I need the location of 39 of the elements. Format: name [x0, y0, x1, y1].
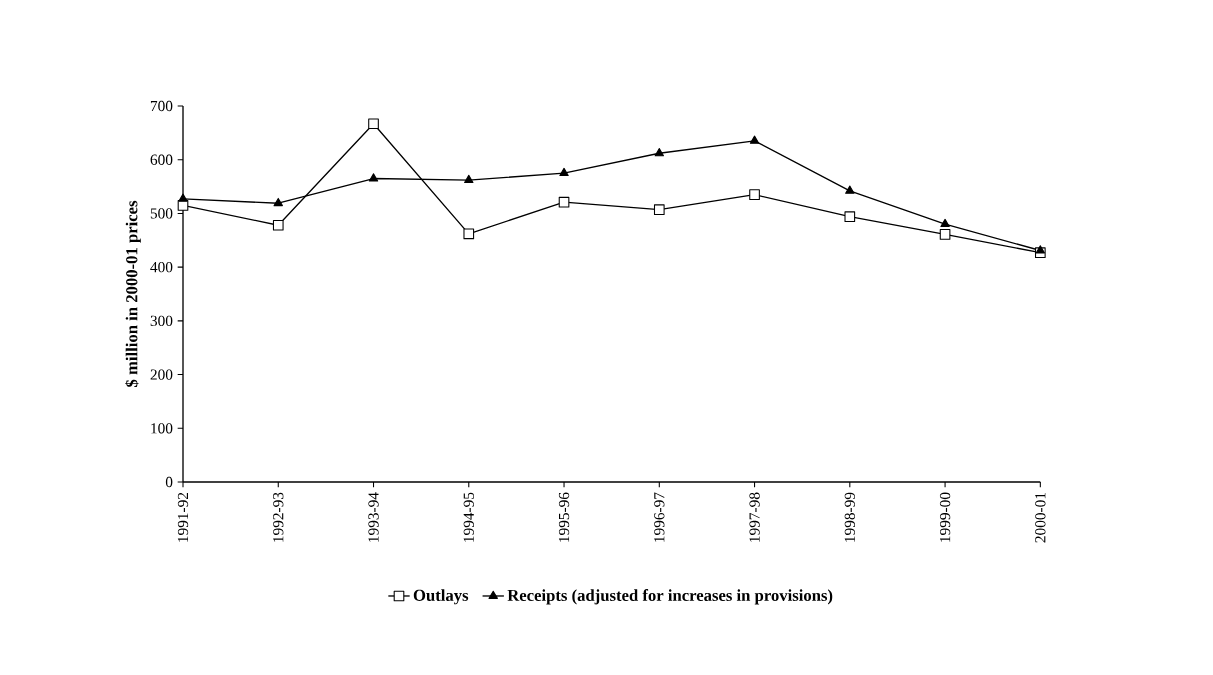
x-tick-label: 1994-95	[463, 492, 474, 542]
x-tick-label: 1991-92	[177, 492, 189, 542]
point	[272, 219, 284, 231]
point	[558, 196, 570, 208]
x-tick-label: 1999-00	[939, 492, 951, 542]
point	[178, 193, 188, 202]
x-tick-label: 1998-99	[844, 492, 855, 542]
point	[1035, 245, 1046, 254]
y-tick-label: 200	[150, 369, 173, 380]
x-tick-label: 1993-94	[368, 492, 379, 542]
point	[940, 218, 950, 228]
y-tick-label: 400	[150, 261, 173, 273]
legend-label: Outlays	[413, 589, 469, 605]
y-tick-label: 700	[150, 100, 173, 112]
point	[368, 173, 379, 182]
x-tick-label: 1996-97	[654, 492, 665, 542]
point	[749, 189, 760, 200]
y-tick-label: 0	[165, 476, 173, 488]
legend-label: Receipts (adjusted for increases in provisions)	[507, 589, 833, 605]
point	[653, 204, 665, 216]
point	[559, 167, 569, 177]
y-tick-label: 100	[151, 423, 173, 434]
x-tick-label: 2000-01	[1035, 492, 1046, 543]
point	[749, 135, 760, 144]
point	[368, 118, 379, 130]
point	[464, 174, 474, 184]
point	[463, 228, 475, 240]
y-tick-label: 300	[150, 315, 173, 327]
x-tick-label: 1995-96	[558, 492, 570, 542]
y-axis-title: $ million in 2000-01 prices	[125, 200, 141, 387]
point	[939, 229, 951, 240]
y-tick-label: 600	[150, 154, 173, 165]
point	[273, 197, 283, 207]
x-tick-label: 1997-98	[749, 492, 760, 542]
x-tick-label: 1992-93	[273, 492, 284, 542]
point	[654, 147, 664, 157]
point	[845, 185, 855, 194]
y-tick-label: 500	[150, 208, 173, 219]
point	[844, 211, 856, 222]
